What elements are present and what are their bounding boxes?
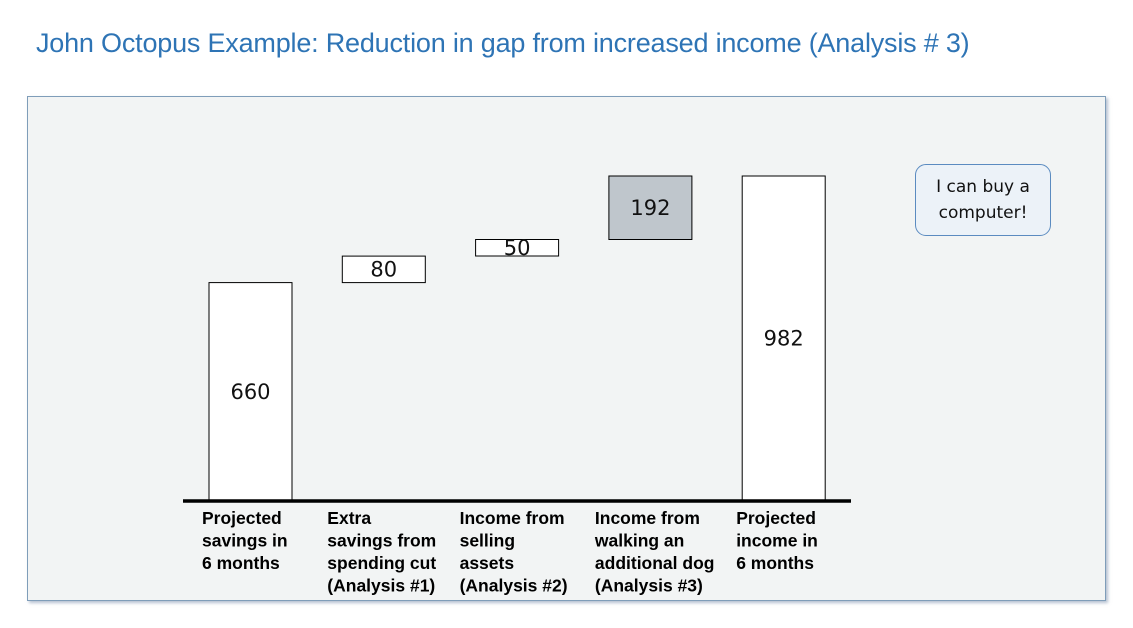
page-title: John Octopus Example: Reduction in gap f… xyxy=(36,28,970,58)
bar-value-label: 192 xyxy=(630,196,670,220)
bar-3 xyxy=(475,239,560,257)
chart-panel: 660 80 50 192 982 Projected savings in 6 months… xyxy=(27,96,1106,601)
bar-value-label: 80 xyxy=(370,257,397,281)
bar-5 xyxy=(741,175,826,502)
category-label: Income from walking an additional dog (Anal… xyxy=(594,508,715,596)
category-label: Projected income in 6 months xyxy=(736,508,818,573)
category-label: Projected savings in 6 months xyxy=(202,508,288,573)
waterfall-chart: 660 80 50 192 982 Projected savings in 6 months… xyxy=(183,175,851,596)
bar-4 xyxy=(608,175,693,240)
bar-2 xyxy=(341,255,426,284)
callout-bubble: I can buy a computer! xyxy=(915,164,1051,236)
bar-value-label: 660 xyxy=(230,380,270,404)
category-label: Extra savings from spending cut (Analysis #… xyxy=(327,508,436,596)
bar-value-label: 50 xyxy=(504,236,531,260)
bar-1 xyxy=(208,282,293,502)
bar-value-label: 982 xyxy=(764,327,804,351)
category-label: Income from selling assets (Analysis #2) xyxy=(460,508,568,596)
